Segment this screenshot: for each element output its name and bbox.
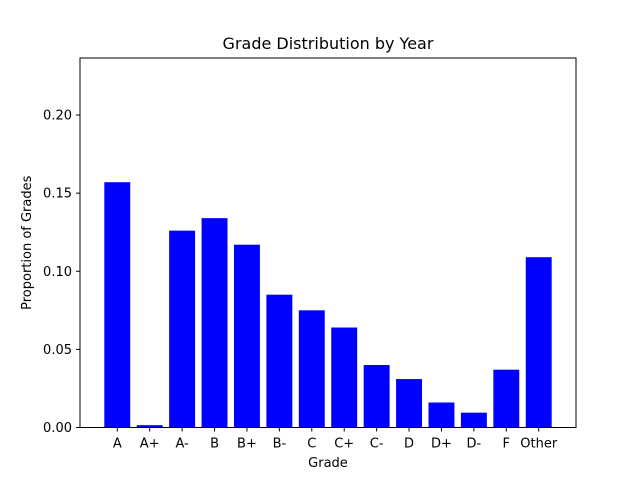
x-tick-label: A+ <box>140 437 160 452</box>
chart-title: Grade Distribution by Year <box>223 34 434 53</box>
x-tick-label: Other <box>520 437 558 452</box>
y-tick-label: 0.10 <box>43 265 72 280</box>
x-axis-title: Grade <box>308 456 348 471</box>
x-tick-label: B+ <box>237 437 257 452</box>
bar-D <box>396 379 423 428</box>
bar-A <box>104 182 131 428</box>
bar-B <box>201 218 228 428</box>
bar-A+ <box>136 425 163 428</box>
bar-C- <box>363 365 390 428</box>
x-tick-label: A <box>113 437 122 452</box>
bar-C+ <box>331 327 358 428</box>
x-axis: A A+ A- B B+ B- C C+ C- D D+ D- F Other <box>113 427 558 452</box>
y-axis: 0.00 0.05 0.10 0.15 0.20 <box>43 109 80 436</box>
x-tick-label: F <box>503 437 510 452</box>
y-tick-label: 0.15 <box>43 187 72 202</box>
x-tick-label: D+ <box>431 437 452 452</box>
y-tick-label: 0.20 <box>43 109 72 124</box>
x-tick-label: B- <box>273 437 287 452</box>
bar-D- <box>460 412 487 428</box>
bar-D+ <box>428 402 455 428</box>
y-tick-label: 0.00 <box>43 421 72 436</box>
plot-frame <box>79 57 577 428</box>
bar-Other <box>525 257 552 428</box>
bar-C <box>298 310 325 428</box>
bar-B- <box>266 294 293 428</box>
y-tick-label: 0.05 <box>43 343 72 358</box>
bar-B+ <box>233 244 260 428</box>
x-tick-label: A- <box>175 437 189 452</box>
bar-A- <box>169 230 196 428</box>
x-tick-label: C <box>307 437 316 452</box>
x-tick-label: D <box>404 437 414 452</box>
bar-F <box>493 369 520 428</box>
x-tick-label: B <box>210 437 219 452</box>
x-tick-label: C+ <box>334 437 354 452</box>
bars-group <box>104 182 552 428</box>
x-tick-label: C- <box>370 437 384 452</box>
x-tick-label: D- <box>467 437 482 452</box>
y-axis-title: Proportion of Grades <box>20 175 35 310</box>
